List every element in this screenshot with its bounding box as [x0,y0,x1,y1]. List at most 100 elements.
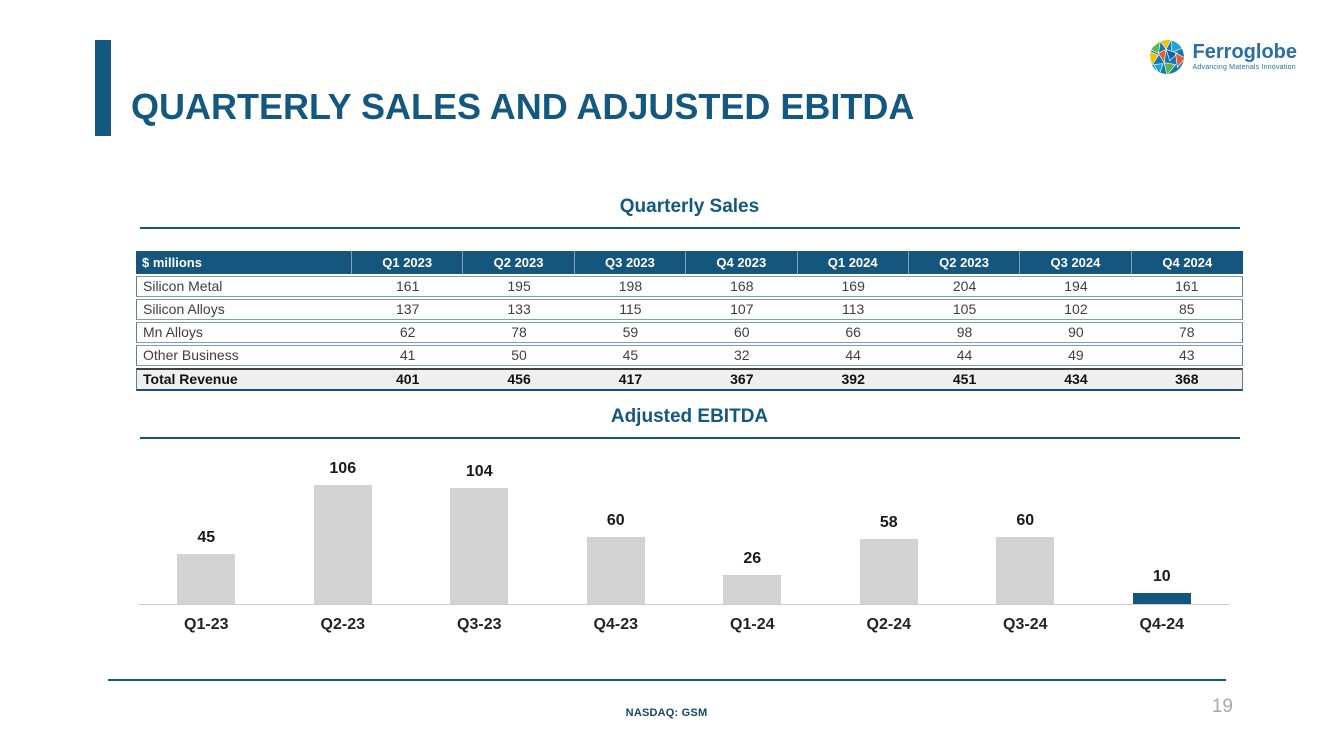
category-label: Q3-23 [457,616,502,633]
value-cell: 90 [1020,322,1132,343]
bar-value-label: 60 [1016,512,1035,529]
total-row: Total Revenue 401 456 417 367 392 451 434 368 [136,368,1243,391]
quarter-header-cell: Q2 2023 [908,251,1021,274]
quarter-header-cell: Q1 2023 [352,251,464,274]
bar-value-label: 104 [465,463,493,480]
value-cell: 417 [574,368,687,391]
category-label: Q3-24 [1003,616,1048,633]
table-row: Silicon Metal 161 195 198 168 169 204 194 161 [136,276,1243,297]
x-axis-labels: Q1-23 Q2-23 Q3-23 Q4-23 Q1-24 Q2-24 Q3-24 Q4-24 [138,616,1230,634]
sales-title-rule [140,227,1240,229]
value-cell: 59 [574,322,687,343]
value-cell: 401 [352,368,464,391]
bar [450,488,509,604]
value-cell: 367 [686,368,798,391]
value-cell: 451 [908,368,1021,391]
page-title: QUARTERLY SALES AND ADJUSTED EBITDA [131,86,915,128]
bar [313,485,372,604]
table-row: Other Business 41 50 45 32 44 44 49 43 [136,345,1243,366]
value-cell: 137 [352,299,464,320]
value-cell: 44 [908,345,1021,366]
table-row: Mn Alloys 62 78 59 60 66 98 90 78 [136,322,1243,343]
value-cell: 115 [574,299,687,320]
value-cell: 44 [797,345,909,366]
x-axis-line [138,604,1230,605]
value-cell: 78 [1131,322,1243,343]
value-cell: 161 [352,276,464,297]
value-cell: 66 [797,322,909,343]
ebitda-title-rule [140,437,1240,439]
bar-column: 60 [548,512,685,604]
bar-value-label: 58 [879,514,898,531]
value-cell: 168 [686,276,798,297]
bar [586,537,645,604]
value-cell: 195 [463,276,575,297]
value-cell: 434 [1020,368,1132,391]
row-label-cell: Silicon Alloys [136,299,352,320]
quarter-header-cell: Q4 2023 [686,251,798,274]
logo-tagline: Advancing Materials Innovation [1192,64,1296,71]
chart-plot-area: 45 106 104 60 26 58 60 10 [138,446,1230,604]
value-cell: 98 [908,322,1021,343]
bar [177,554,236,604]
value-cell: 161 [1131,276,1243,297]
bar [723,575,782,604]
bar-column: 104 [411,463,548,604]
bar-value-label: 60 [606,512,625,529]
title-accent-bar [95,40,111,136]
category-label: Q2-24 [866,616,911,633]
row-label-cell: Other Business [136,345,352,366]
bar [1132,593,1191,604]
bar-column: 10 [1094,568,1231,604]
category-label: Q1-24 [730,616,775,633]
logo-wordmark: Ferroglobe [1192,41,1297,63]
quarter-header-cell: Q3 2023 [574,251,687,274]
value-cell: 45 [574,345,687,366]
ebitda-bar-chart: 45 106 104 60 26 58 60 10 Q1-23 Q2-23 Q3-23 Q4-23 Q… [138,446,1230,634]
value-cell: 50 [463,345,575,366]
quarter-header-cell: Q4 2024 [1131,251,1243,274]
value-cell: 392 [797,368,909,391]
value-cell: 368 [1131,368,1243,391]
page-number: 19 [1211,696,1233,717]
sales-section-title: Quarterly Sales [619,196,760,217]
value-cell: 78 [463,322,575,343]
bar-value-label: 26 [743,550,762,567]
bar-value-label: 106 [329,460,357,477]
row-label-cell: Silicon Metal [136,276,352,297]
table-row: Silicon Alloys 137 133 115 107 113 105 102 85 [136,299,1243,320]
value-cell: 49 [1020,345,1132,366]
row-label-cell: Total Revenue [136,368,352,391]
ebitda-section-title: Adjusted EBITDA [610,406,769,427]
bar-column: 106 [275,460,412,604]
footer-rule [108,679,1226,681]
value-cell: 194 [1020,276,1132,297]
table-header-row: $ millions Q1 2023 Q2 2023 Q3 2023 Q4 2023 Q1… [136,251,1243,274]
bar-column: 45 [138,529,275,604]
value-cell: 60 [686,322,798,343]
value-cell: 105 [908,299,1021,320]
category-label: Q4-23 [593,616,638,633]
bar [996,537,1055,604]
value-cell: 43 [1131,345,1243,366]
row-label-cell: Mn Alloys [136,322,352,343]
value-cell: 32 [686,345,798,366]
globe-icon [1148,38,1186,81]
category-label: Q4-24 [1139,616,1184,633]
footer-ticker: NASDAQ: GSM [625,707,708,719]
bar-value-label: 10 [1152,568,1171,585]
value-cell: 41 [352,345,464,366]
value-cell: 133 [463,299,575,320]
quarter-header-cell: Q2 2023 [463,251,575,274]
value-cell: 198 [574,276,687,297]
value-cell: 456 [463,368,575,391]
unit-label-header-cell: $ millions [136,251,352,274]
logo-text: Ferroglobe Advancing Materials Innovatio… [1193,42,1297,71]
bar-column: 60 [957,512,1094,604]
value-cell: 169 [797,276,909,297]
bar-value-label: 45 [197,529,216,546]
quarter-header-cell: Q3 2024 [1020,251,1132,274]
category-label: Q1-23 [184,616,229,633]
bar-column: 26 [684,550,821,604]
